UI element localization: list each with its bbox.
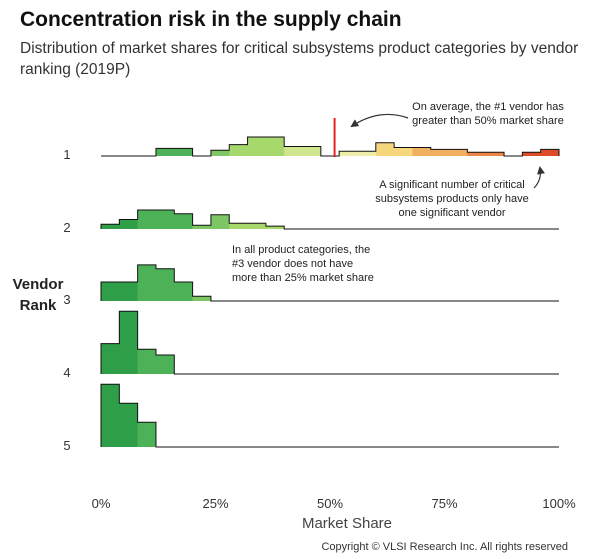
histogram-bar-rank3-bin4 — [174, 282, 193, 301]
histogram-bar-rank5-bin0 — [101, 384, 120, 447]
annotation-ann-top: On average, the #1 vendor has greater tha… — [412, 101, 564, 127]
histogram-bar-rank3-bin0 — [101, 282, 120, 301]
histogram-bar-rank2-bin5 — [192, 225, 212, 229]
x-tick-label: 75% — [431, 496, 457, 511]
copyright-notice: Copyright © VLSI Research Inc. All right… — [321, 541, 568, 553]
histogram-bar-rank1-bin18 — [430, 149, 450, 156]
row-label-rank3: 3 — [63, 292, 70, 307]
histogram-bar-rank1-bin17 — [412, 147, 432, 156]
histogram-bar-rank4-bin1 — [119, 311, 138, 374]
histogram-bar-rank1-bin16 — [394, 147, 413, 156]
histogram-bar-rank3-bin3 — [155, 268, 175, 301]
histogram-bar-rank2-bin4 — [174, 213, 193, 229]
histogram-bar-rank2-bin0 — [101, 224, 120, 229]
histogram-bar-rank1-bin11 — [302, 146, 322, 156]
row-label-rank1: 1 — [63, 147, 70, 162]
chart-subtitle: Distribution of market shares for critic… — [20, 40, 579, 78]
histogram-bar-rank4-bin2 — [137, 349, 157, 374]
x-tick-label: 100% — [542, 496, 576, 511]
annotation-ann-right: A significant number of critical subsyste… — [375, 179, 528, 219]
histogram-bar-rank1-bin24 — [540, 149, 560, 156]
row-label-rank5: 5 — [63, 438, 70, 453]
histogram-bar-rank3-bin5 — [192, 296, 212, 301]
histogram-bar-rank1-bin6 — [210, 150, 230, 156]
annotation-arrow-right — [533, 166, 545, 189]
histogram-bar-rank1-bin23 — [522, 152, 541, 156]
histogram-bar-rank2-bin7 — [229, 223, 248, 229]
histogram-bar-rank1-bin15 — [375, 142, 395, 156]
x-tick-label: 0% — [92, 496, 111, 511]
histogram-bar-rank5-bin2 — [137, 422, 157, 447]
histogram-outline-rank2 — [100, 209, 559, 230]
histogram-bar-rank1-bin7 — [229, 144, 248, 156]
x-tick-label: 50% — [317, 496, 343, 511]
row-label-rank2: 2 — [63, 220, 70, 235]
histogram-bar-rank2-bin8 — [247, 223, 267, 229]
histogram-bar-rank4-bin0 — [101, 343, 120, 374]
chart-title: Concentration risk in the supply chain — [20, 8, 402, 31]
histogram-bar-rank1-bin20 — [467, 152, 487, 156]
histogram-outline-rank1 — [101, 136, 560, 157]
histogram-bar-rank1-bin13 — [339, 151, 358, 156]
histogram-bar-rank1-bin14 — [357, 151, 377, 156]
histogram-bar-rank1-bin19 — [449, 149, 468, 156]
y-axis-label: Vendor Rank — [13, 276, 64, 314]
annotation-arrow-top — [350, 113, 409, 128]
histogram-outline-rank4 — [100, 310, 559, 375]
row-label-rank4: 4 — [63, 365, 70, 380]
histogram-bar-rank1-bin4 — [174, 148, 193, 156]
x-tick-label: 25% — [202, 496, 228, 511]
histogram-bar-rank2-bin1 — [119, 219, 138, 229]
histogram-bar-rank1-bin21 — [485, 152, 505, 156]
histogram-bar-rank3-bin2 — [137, 264, 157, 301]
histogram-bar-rank1-bin8 — [247, 137, 267, 156]
histogram-bar-rank1-bin9 — [265, 137, 285, 156]
histogram-bar-rank2-bin3 — [155, 210, 175, 229]
histogram-bar-rank2-bin2 — [137, 210, 157, 229]
histogram-bar-rank1-bin3 — [155, 148, 175, 156]
histogram-outline-rank3 — [100, 264, 559, 302]
histogram-bar-rank3-bin1 — [119, 282, 138, 301]
histogram-bar-rank4-bin3 — [155, 355, 175, 374]
histogram-bar-rank2-bin9 — [265, 226, 285, 229]
x-axis-label: Market Share — [302, 515, 392, 532]
histogram-bar-rank5-bin1 — [119, 403, 138, 447]
annotation-ann-mid: In all product categories, the #3 vendor … — [232, 244, 374, 284]
histogram-bar-rank2-bin6 — [210, 214, 230, 229]
histogram-outline-rank5 — [100, 383, 559, 448]
histogram-bar-rank1-bin10 — [284, 146, 303, 156]
